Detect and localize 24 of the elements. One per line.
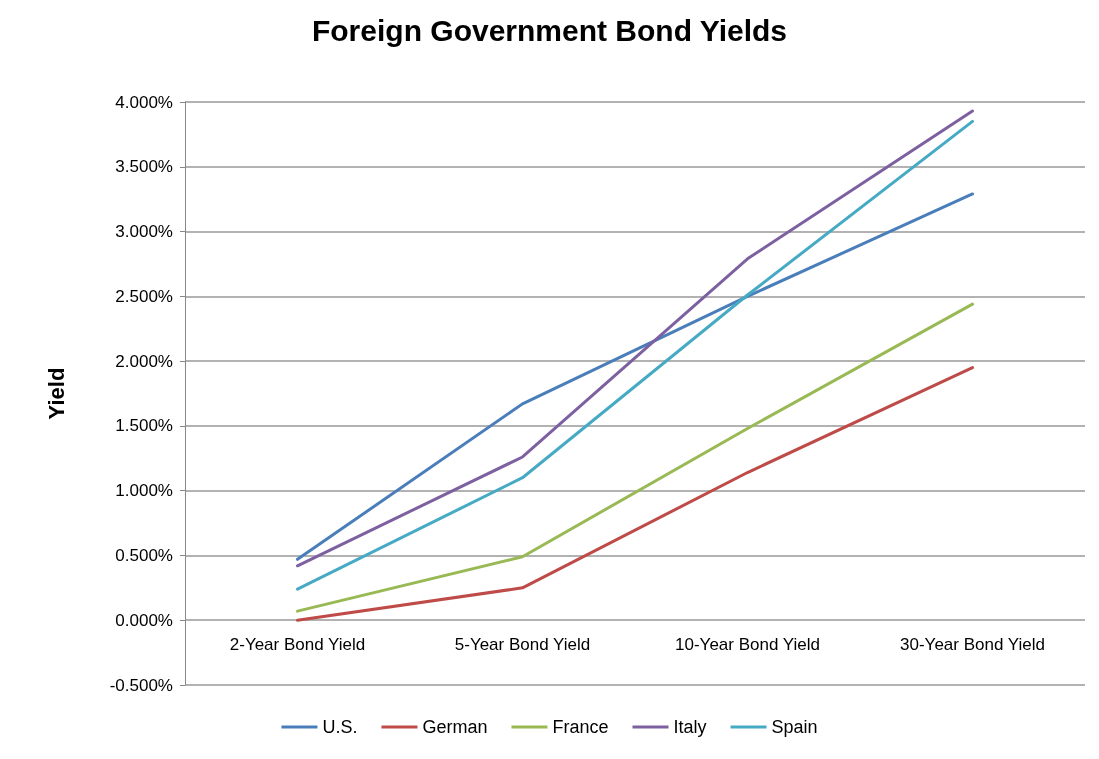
y-tick-label: 4.000% — [115, 92, 173, 112]
y-tick-label: 0.500% — [115, 545, 173, 565]
legend-label: Italy — [673, 717, 707, 737]
chart-title: Foreign Government Bond Yields — [311, 13, 788, 47]
legend-label: Spain — [771, 717, 818, 737]
y-tick-label: 2.000% — [115, 351, 173, 371]
y-axis-title: Yield — [43, 367, 69, 420]
x-tick-label: 2-Year Bond Yield — [229, 635, 366, 655]
legend-label: France — [552, 717, 609, 737]
y-tick-label: 3.500% — [115, 157, 173, 177]
y-tick-label: 1.500% — [115, 416, 173, 436]
y-tick-label: 2.500% — [115, 286, 173, 306]
line-series — [296, 302, 974, 613]
line-series — [296, 366, 974, 622]
x-tick-label: 5-Year Bond Yield — [454, 635, 591, 655]
legend-label: German — [422, 717, 488, 737]
x-tick-label: 10-Year Bond Yield — [675, 635, 820, 655]
line-series — [296, 192, 974, 561]
y-tick-label: 3.000% — [115, 222, 173, 242]
y-tick-label: -0.500% — [109, 675, 173, 695]
y-tick-label: 1.000% — [115, 481, 173, 501]
legend-label: U.S. — [322, 717, 358, 737]
y-tick-label: 0.000% — [115, 610, 173, 630]
x-tick-label: 30-Year Bond Yield — [900, 635, 1045, 655]
